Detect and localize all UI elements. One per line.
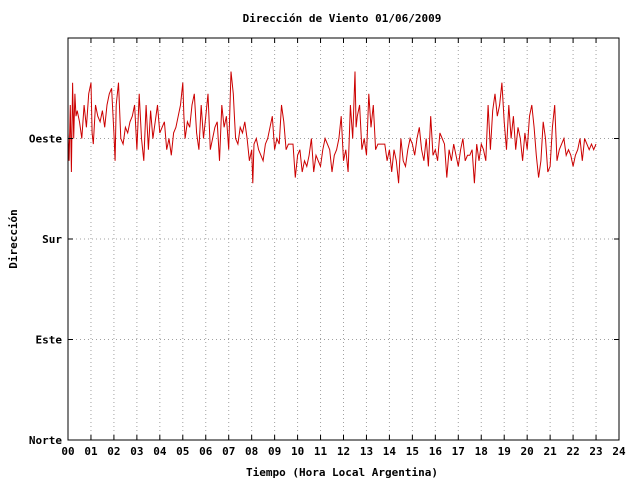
x-tick-label: 05: [176, 445, 189, 458]
x-tick-label: 03: [130, 445, 143, 458]
series-line: [67, 71, 597, 184]
x-tick-label: 19: [498, 445, 511, 458]
axis-ticks: 00 01 02 03 04 05 06 07 08 09 10 11 12 13 14 15 16 17 18 19…: [29, 38, 626, 458]
x-tick-label: 12: [337, 445, 350, 458]
y-tick-label: Este: [36, 334, 63, 347]
x-tick-label: 17: [452, 445, 465, 458]
x-tick-label: 01: [84, 445, 98, 458]
x-tick-label: 24: [612, 445, 626, 458]
x-tick-label: 14: [383, 445, 397, 458]
x-tick-label: 02: [107, 445, 120, 458]
x-tick-label: 22: [566, 445, 579, 458]
y-axis-label: Dirección: [7, 209, 20, 269]
x-tick-label: 15: [406, 445, 419, 458]
y-tick-label: Sur: [42, 233, 62, 246]
x-tick-label: 10: [291, 445, 304, 458]
x-tick-label: 00: [61, 445, 74, 458]
x-tick-label: 11: [314, 445, 328, 458]
x-tick-label: 04: [153, 445, 167, 458]
x-tick-label: 09: [268, 445, 281, 458]
y-tick-label: Norte: [29, 434, 62, 447]
x-tick-label: 13: [360, 445, 373, 458]
x-tick-label: 21: [544, 445, 558, 458]
x-tick-label: 16: [429, 445, 443, 458]
x-tick-label: 20: [521, 445, 534, 458]
x-tick-label: 23: [589, 445, 602, 458]
chart-title: Dirección de Viento 01/06/2009: [243, 12, 442, 25]
x-tick-label: 06: [199, 445, 213, 458]
x-tick-label: 18: [475, 445, 488, 458]
grid-lines: [68, 38, 619, 440]
x-tick-label: 08: [245, 445, 258, 458]
series-direction: [67, 71, 597, 184]
x-axis-label: Tiempo (Hora Local Argentina): [246, 466, 438, 479]
x-tick-label: 07: [222, 445, 235, 458]
y-tick-label: Oeste: [29, 133, 62, 146]
